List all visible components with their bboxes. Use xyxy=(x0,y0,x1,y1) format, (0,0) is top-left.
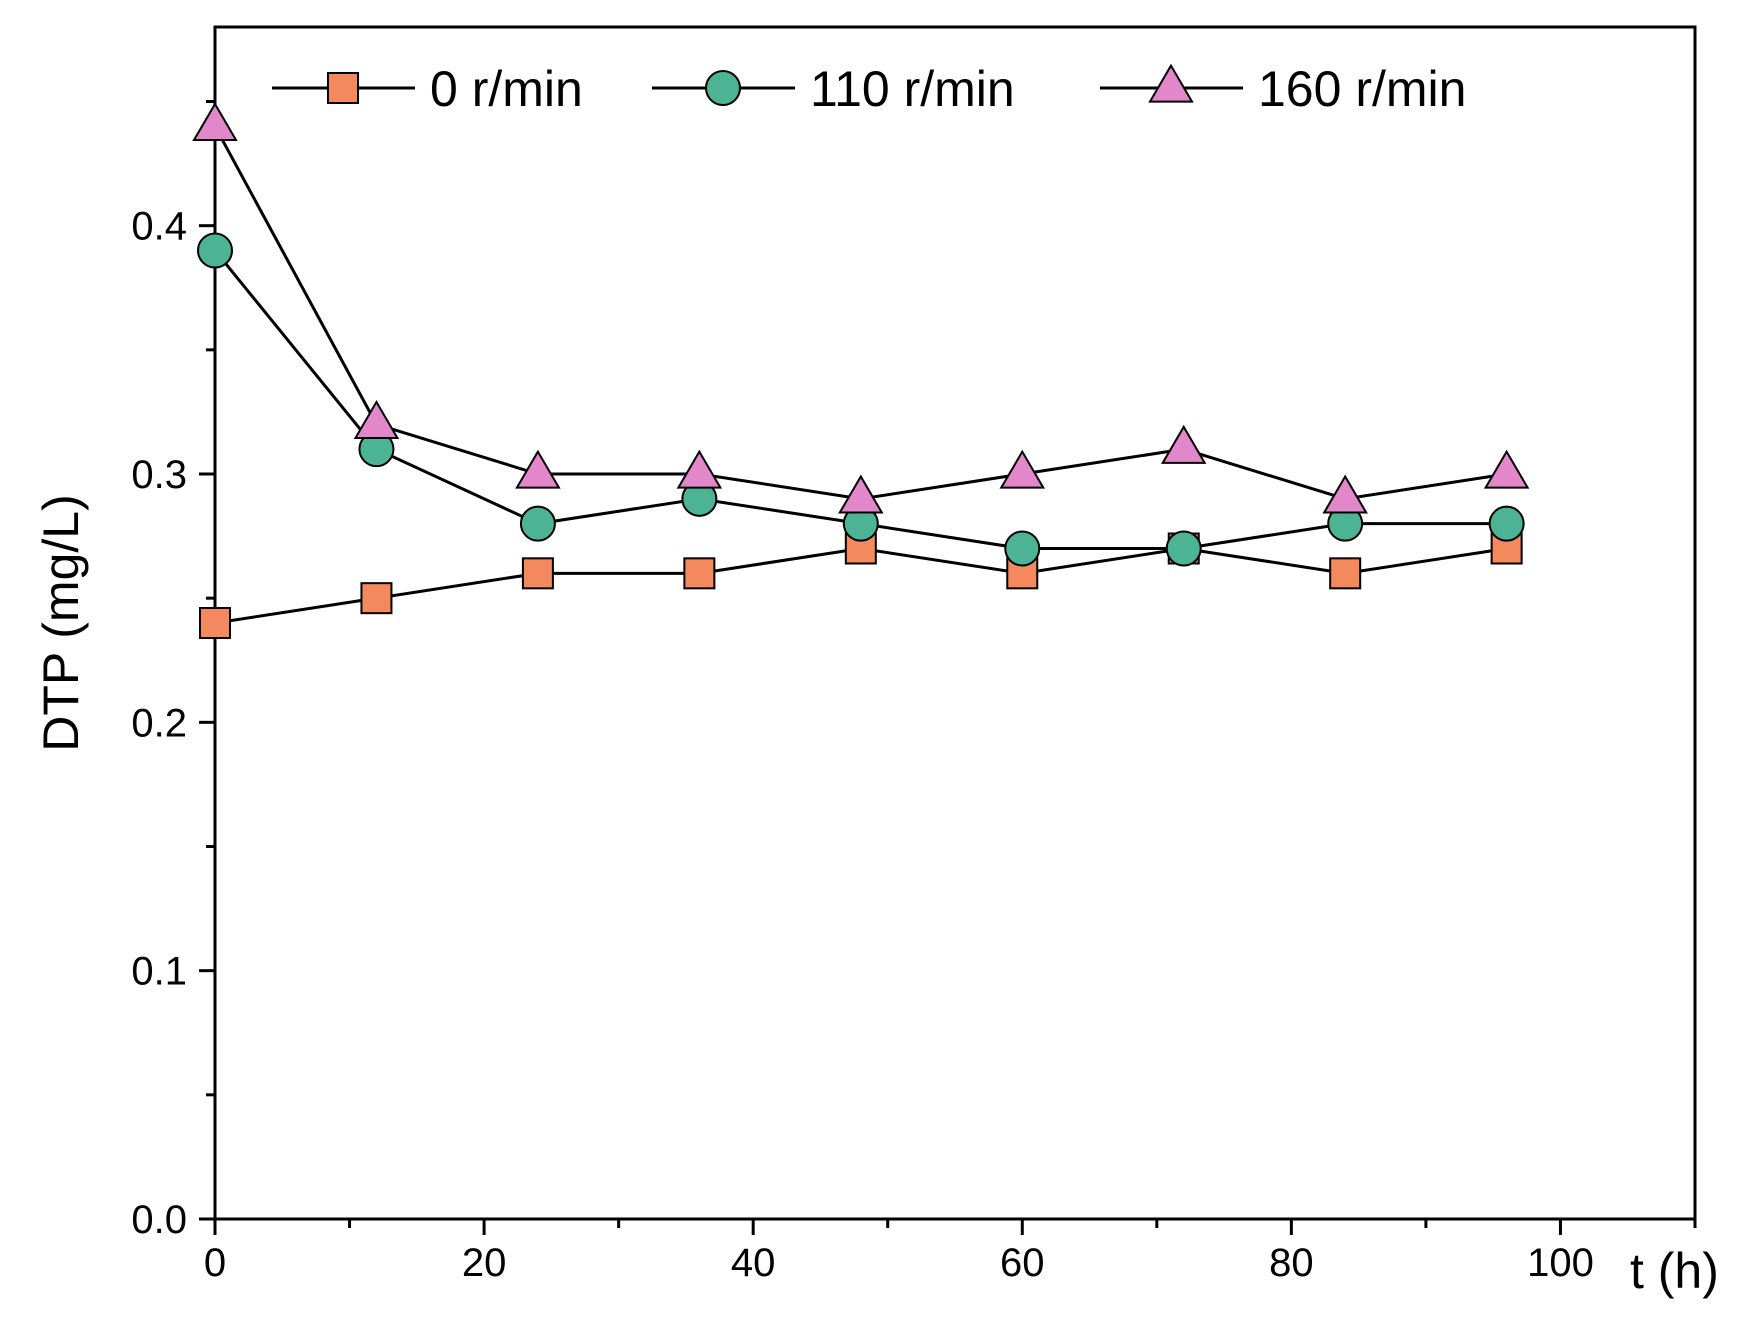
x-tick-label: 80 xyxy=(1269,1241,1314,1285)
legend-item-110-r-min: 110 r/min xyxy=(652,61,1015,117)
data-point-160-r-min xyxy=(515,449,561,489)
axes xyxy=(213,25,1697,1221)
x-axis-label: t (h) xyxy=(1630,1243,1719,1299)
legend-marker-triangle xyxy=(1148,63,1194,103)
data-point-160-r-min xyxy=(999,449,1046,489)
x-tick-label: 40 xyxy=(731,1241,776,1285)
series-160-r-min xyxy=(192,102,1530,514)
data-point-0-r-min xyxy=(521,557,554,590)
legend-label: 160 r/min xyxy=(1258,61,1466,117)
y-tick-label: 0.2 xyxy=(131,701,187,745)
plot-frame xyxy=(213,25,1697,1221)
x-tick-label: 20 xyxy=(462,1241,507,1285)
x-tick-label: 0 xyxy=(204,1241,226,1285)
legend-item-160-r-min: 160 r/min xyxy=(1100,61,1466,117)
y-tick-label: 0.0 xyxy=(131,1198,187,1242)
series-line-160-r-min xyxy=(213,125,1507,501)
data-point-160-r-min xyxy=(1322,474,1368,514)
data-point-110-r-min xyxy=(1165,530,1202,567)
x-tick-label: 100 xyxy=(1527,1241,1594,1285)
y-axis-label: DTP (mg/L) xyxy=(33,494,89,751)
data-point-0-r-min xyxy=(199,607,231,639)
series-layer xyxy=(192,102,1530,639)
data-point-110-r-min xyxy=(197,232,233,269)
data-point-110-r-min xyxy=(1488,505,1525,542)
data-point-160-r-min xyxy=(353,400,400,440)
data-point-0-r-min xyxy=(683,557,716,590)
data-point-110-r-min xyxy=(519,505,556,542)
legend-item-0-r-min: 0 r/min xyxy=(272,61,583,117)
data-point-160-r-min xyxy=(192,102,238,142)
legend-marker-square xyxy=(327,72,359,104)
data-point-0-r-min xyxy=(360,582,393,615)
legend-label: 0 r/min xyxy=(430,61,583,117)
data-point-160-r-min xyxy=(1483,449,1530,489)
ticks: 0 20 40 60 80 100 0.0 0.1 0.2 0.3 0.4 xyxy=(131,100,1697,1285)
series-0-r-min xyxy=(199,532,1523,639)
legend-marker-circle xyxy=(705,70,741,106)
data-point-0-r-min xyxy=(1329,557,1362,590)
data-point-160-r-min xyxy=(1160,424,1207,464)
x-tick-label: 60 xyxy=(1000,1241,1045,1285)
data-point-160-r-min xyxy=(838,474,884,514)
y-tick-label: 0.1 xyxy=(131,950,187,994)
legend: 0 r/min 110 r/min 160 r/min xyxy=(272,61,1466,117)
y-tick-label: 0.4 xyxy=(131,205,187,249)
series-110-r-min xyxy=(197,232,1525,567)
data-point-110-r-min xyxy=(1004,530,1041,567)
y-tick-label: 0.3 xyxy=(131,453,187,497)
data-point-160-r-min xyxy=(676,449,723,489)
legend-label: 110 r/min xyxy=(810,61,1015,117)
